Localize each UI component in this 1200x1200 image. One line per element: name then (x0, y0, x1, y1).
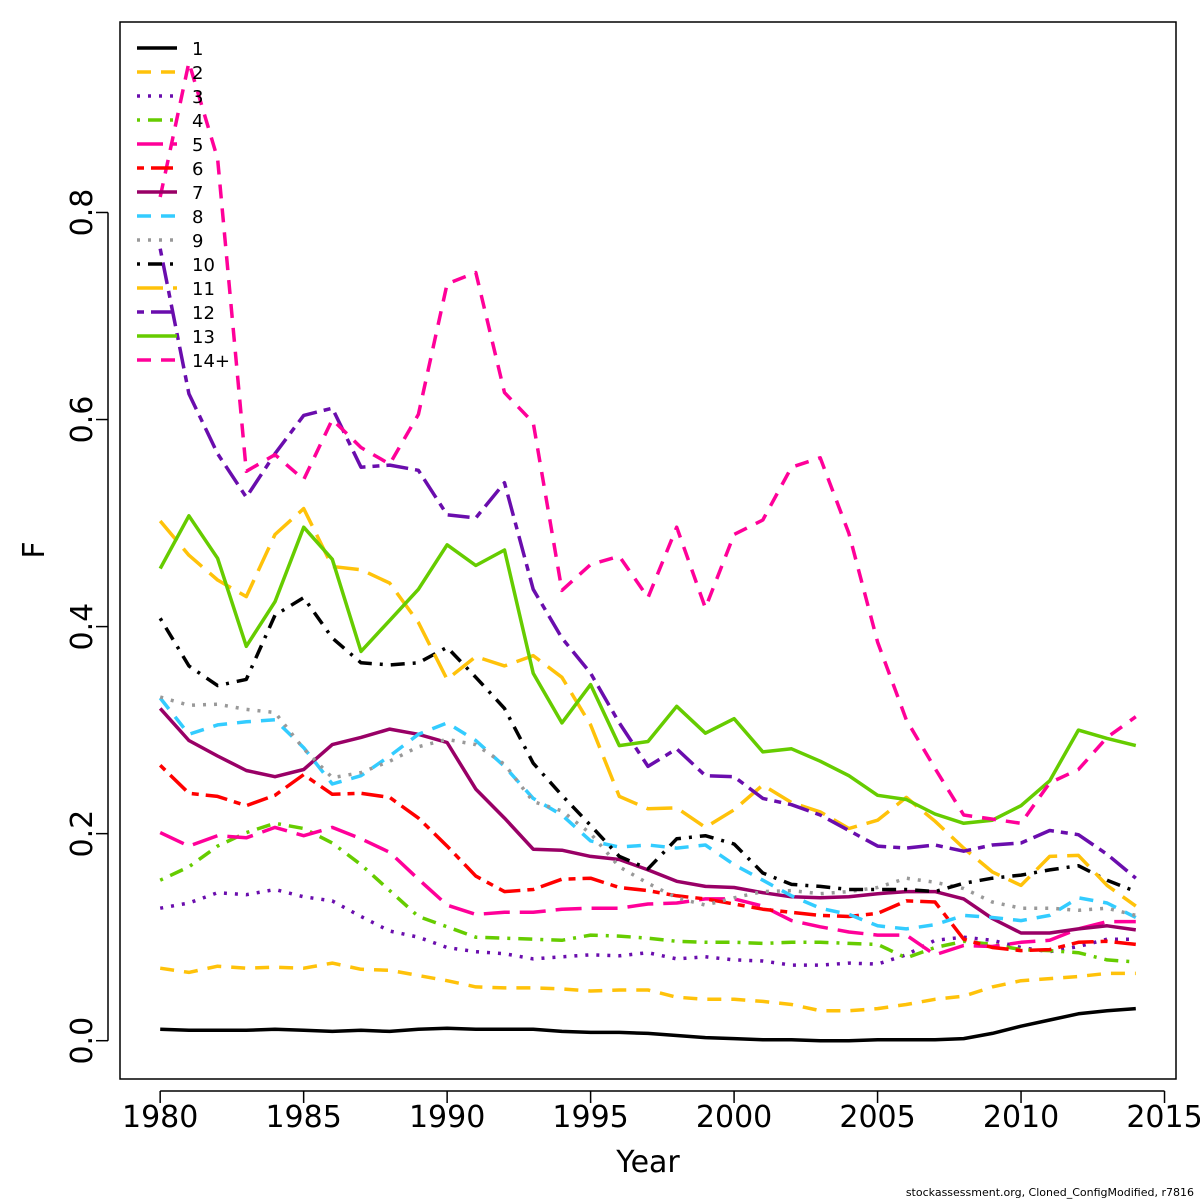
series-line-5 (159, 825, 1136, 957)
series-line-10 (158, 595, 1137, 894)
legend-item: 9 (137, 231, 203, 252)
y-tick-label: 0.0 (65, 1017, 100, 1065)
footer-credit: stockassessment.org, Cloned_ConfigModifi… (906, 1186, 1194, 1199)
legend-item: 1 (137, 39, 203, 60)
y-tick-label: 0.6 (65, 396, 100, 444)
legend-item: 2 (137, 63, 203, 84)
series-line-1 (160, 1006, 1136, 1043)
series-line-13 (158, 514, 1137, 826)
legend-item: 5 (137, 135, 203, 156)
series-line-14plus (158, 60, 1137, 826)
legend-item: 8 (137, 207, 203, 228)
plot-frame (119, 21, 1177, 1080)
x-tick-label: 1995 (552, 1100, 628, 1135)
legend-label: 4 (192, 111, 203, 132)
y-axis-title: F (17, 541, 52, 558)
legend-label: 3 (192, 87, 203, 108)
x-tick-label: 1985 (265, 1100, 341, 1135)
series-line-2 (159, 961, 1136, 1013)
x-tick-label: 2015 (1126, 1100, 1200, 1135)
legend-item: 12 (137, 303, 215, 324)
series-line-11 (158, 506, 1137, 908)
legend-label: 1 (192, 39, 203, 60)
x-axis: 1980 1985 1990 1995 2000 2005 2010 2015 (122, 1090, 1200, 1135)
legend-label: 2 (192, 63, 203, 84)
legend-label: 12 (192, 303, 215, 324)
y-tick-label: 0.4 (65, 603, 100, 651)
x-tick-label: 2010 (983, 1100, 1059, 1135)
legend-item: 3 (137, 87, 203, 108)
x-tick-label: 2000 (696, 1100, 772, 1135)
series-line-9 (159, 695, 1137, 918)
legend-label: 7 (192, 183, 203, 204)
x-tick-label: 1980 (122, 1100, 198, 1135)
legend-item: 4 (137, 111, 203, 132)
series-line-8 (158, 696, 1137, 931)
y-tick-label: 0.2 (65, 810, 100, 858)
legend-label: 13 (192, 327, 215, 348)
x-axis-title: Year (615, 1145, 680, 1180)
legend-label: 11 (192, 279, 215, 300)
series-line-6 (158, 764, 1136, 953)
legend-item: 10 (137, 255, 215, 276)
series-lines (158, 60, 1137, 1043)
legend-label: 9 (192, 231, 203, 252)
series-line-3 (159, 887, 1136, 967)
y-tick-label: 0.8 (65, 189, 100, 237)
legend-label: 14+ (192, 351, 230, 372)
legend-item: 7 (137, 183, 203, 204)
legend-item: 13 (137, 327, 215, 348)
legend-label: 8 (192, 207, 203, 228)
x-tick-label: 1990 (409, 1100, 485, 1135)
legend-item: 11 (137, 279, 215, 300)
legend-item: 6 (137, 159, 203, 180)
legend-label: 6 (192, 159, 203, 180)
legend-item: 14+ (137, 351, 230, 372)
x-tick-label: 2005 (839, 1100, 915, 1135)
y-axis: 0.0 0.2 0.4 0.6 0.8 (65, 189, 109, 1065)
series-line-4 (159, 821, 1136, 964)
legend-label: 10 (192, 255, 215, 276)
series-line-12 (158, 248, 1137, 880)
legend-label: 5 (192, 135, 203, 156)
